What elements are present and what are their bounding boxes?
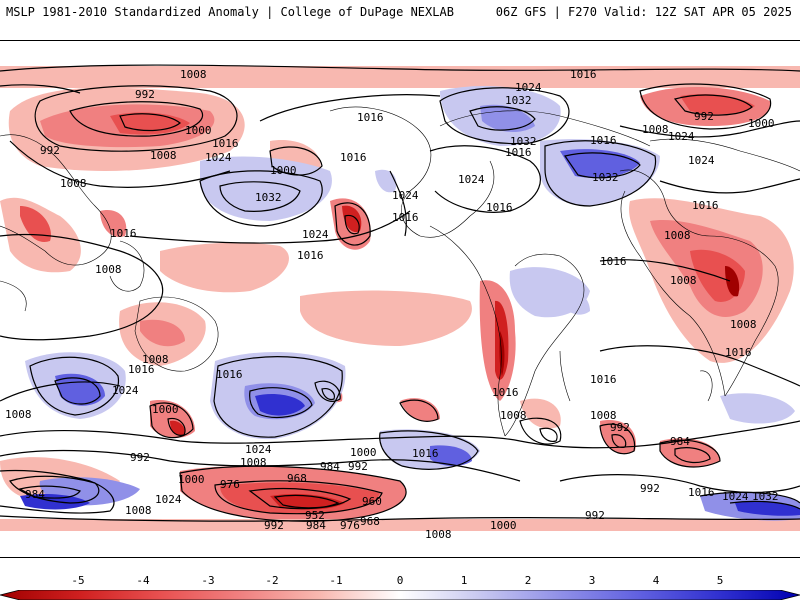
isobar-label: 1008 xyxy=(180,68,207,81)
anomaly-map: 1008 1016 992 1000 992 1008 1008 1024 10… xyxy=(0,40,800,558)
isobar-label: 1008 xyxy=(125,504,152,517)
isobar-label: 984 xyxy=(25,488,45,501)
isobar-label: 1016 xyxy=(492,386,519,399)
model-run-info: 06Z GFS | F270 Valid: 12Z SAT APR 05 202… xyxy=(495,5,792,19)
isobar-label: 1008 xyxy=(730,318,757,331)
isobar-label: 1016 xyxy=(600,255,627,268)
isobar-label: 1008 xyxy=(664,229,691,242)
isobar-label: 1032 xyxy=(505,94,532,107)
isobar-label: 1016 xyxy=(340,151,367,164)
isobar-label: 960 xyxy=(362,495,382,508)
isobar-label: 1016 xyxy=(590,373,617,386)
isobar-label: 1008 xyxy=(95,263,122,276)
isobar-label: 1008 xyxy=(642,123,669,136)
isobar-label: 1024 xyxy=(722,490,749,503)
isobar-label: 1008 xyxy=(670,274,697,287)
isobar-label: 984 xyxy=(670,435,690,448)
isobar-label: 1016 xyxy=(297,249,324,262)
isobar-label: 1000 xyxy=(490,519,517,532)
colorbar-tick-label: 3 xyxy=(588,574,596,587)
isobar-label: 1024 xyxy=(302,228,329,241)
colorbar-gradient xyxy=(0,590,800,600)
map-canvas: 1008 1016 992 1000 992 1008 1008 1024 10… xyxy=(0,64,800,541)
isobars xyxy=(0,64,800,522)
isobar-label: 952 xyxy=(305,509,325,522)
isobar-label: 1008 xyxy=(590,409,617,422)
isobar-label: 1016 xyxy=(570,68,597,81)
isobar-label: 1024 xyxy=(392,189,419,202)
isobar-label: 1032 xyxy=(255,191,282,204)
isobar-label: 984 xyxy=(306,519,326,532)
isobar-label: 1008 xyxy=(240,456,267,469)
isobar-label: 992 xyxy=(348,460,368,473)
isobar-label: 1000 xyxy=(270,164,297,177)
colorbar-tick-label: -4 xyxy=(136,574,150,587)
colorbar-tick-label: -3 xyxy=(201,574,215,587)
isobar-label: 1008 xyxy=(500,409,527,422)
isobar-label: 976 xyxy=(220,478,240,491)
isobar-label: 1008 xyxy=(150,149,177,162)
isobar-label: 1016 xyxy=(357,111,384,124)
isobar-label: 1024 xyxy=(155,493,182,506)
isobar-label: 1008 xyxy=(60,177,87,190)
isobar-label: 1016 xyxy=(688,486,715,499)
coastlines xyxy=(0,106,800,437)
isobar-label: 1032 xyxy=(592,171,619,184)
isobar-label: 992 xyxy=(610,421,630,434)
isobar-label: 1032 xyxy=(752,490,779,503)
isobar-label: 992 xyxy=(130,451,150,464)
isobar-label: 1000 xyxy=(178,473,205,486)
isobar-label: 1000 xyxy=(185,124,212,137)
colorbar-tick-label: 2 xyxy=(524,574,532,587)
isobar-label: 1024 xyxy=(688,154,715,167)
isobar-label: 992 xyxy=(40,144,60,157)
isobar-label: 1024 xyxy=(458,173,485,186)
isobar-label: 1016 xyxy=(212,137,239,150)
colorbar-tick-label: 1 xyxy=(460,574,468,587)
isobar-label: 1016 xyxy=(486,201,513,214)
isobar-label: 1016 xyxy=(692,199,719,212)
isobar-label: 1016 xyxy=(590,134,617,147)
isobar-label: 1016 xyxy=(392,211,419,224)
isobar-label: 1016 xyxy=(110,227,137,240)
isobar-label: 992 xyxy=(135,88,155,101)
isobar-label: 1008 xyxy=(425,528,452,541)
isobar-label: 1024 xyxy=(245,443,272,456)
isobar-label: 992 xyxy=(264,519,284,532)
isobar-label: 968 xyxy=(360,515,380,528)
colorbar-tick-label: -1 xyxy=(329,574,343,587)
positive-anomaly-shading xyxy=(20,86,800,521)
isobar-label: 1016 xyxy=(128,363,155,376)
isobar-label: 992 xyxy=(694,110,714,123)
isobar-label: 976 xyxy=(340,519,360,532)
isobar-label: 992 xyxy=(585,509,605,522)
isobar-label: 1024 xyxy=(205,151,232,164)
isobar-label: 968 xyxy=(287,472,307,485)
isobar-label: 1024 xyxy=(668,130,695,143)
isobar-label: 984 xyxy=(320,460,340,473)
isobar-label: 1016 xyxy=(725,346,752,359)
isobar-label: 1008 xyxy=(5,408,32,421)
map-title: MSLP 1981-2010 Standardized Anomaly | Co… xyxy=(6,5,454,19)
colorbar-tick-label: -2 xyxy=(265,574,279,587)
colorbar xyxy=(0,590,800,600)
isobar-label: 1032 xyxy=(510,135,537,148)
isobar-label: 992 xyxy=(640,482,660,495)
isobar-label: 1024 xyxy=(112,384,139,397)
isobar-label: 1000 xyxy=(152,403,179,416)
isobar-label: 1016 xyxy=(412,447,439,460)
isobar-label: 1000 xyxy=(748,117,775,130)
isobar-label: 1016 xyxy=(216,368,243,381)
isobar-labels: 1008 1016 992 1000 992 1008 1008 1024 10… xyxy=(5,68,779,541)
colorbar-tick-label: 0 xyxy=(396,574,404,587)
isobar-label: 1024 xyxy=(515,81,542,94)
negative-anomaly-shading xyxy=(0,66,800,531)
isobar-label: 1008 xyxy=(142,353,169,366)
isobar-label: 1016 xyxy=(505,146,532,159)
colorbar-tick-label: -5 xyxy=(71,574,85,587)
isobar-label: 1000 xyxy=(350,446,377,459)
colorbar-tick-label: 5 xyxy=(716,574,724,587)
colorbar-tick-label: 4 xyxy=(652,574,660,587)
